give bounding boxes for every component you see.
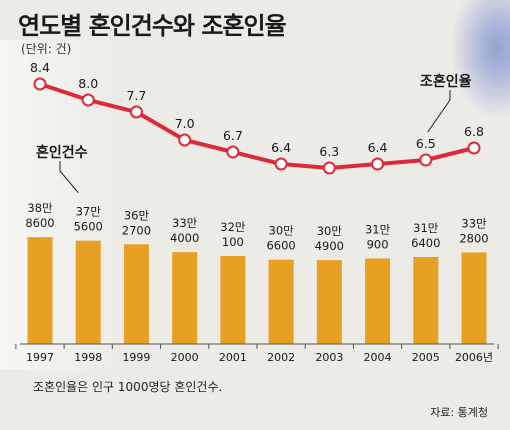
bar-label-bottom: 100 (222, 235, 244, 249)
rate-point-2006년 (467, 141, 481, 155)
bar-label-bottom: 4000 (170, 231, 199, 245)
rate-point-2002 (274, 157, 288, 171)
legend-connector (59, 170, 79, 194)
bar-label-top: 30만 (317, 224, 343, 238)
bar-label-top: 31만 (365, 223, 391, 237)
bar-2004 (365, 258, 391, 344)
x-tick-label: 1997 (26, 351, 54, 364)
rate-value-label: 6.3 (319, 144, 339, 159)
bar-label-top: 32만 (220, 220, 246, 234)
legend-layer: 혼인건수 조혼인율 (36, 73, 472, 194)
rate-value-label: 7.0 (175, 116, 195, 131)
bar-label-top: 37만 (76, 205, 102, 219)
bar-2000 (172, 252, 198, 344)
bar-label-bottom: 4900 (315, 239, 344, 253)
rate-value-label: 6.8 (464, 124, 484, 139)
rate-point-1997 (33, 77, 47, 91)
x-axis: 1997 1998 1999 2000 2001 2002 2003 2004 2005 2006… (15, 343, 499, 364)
x-tick-label: 2003 (315, 351, 343, 364)
rate-value-label: 8.4 (30, 60, 50, 75)
rate-line (39, 82, 475, 170)
footnote: 조혼인율은 인구 1000명당 혼인건수. (33, 380, 223, 394)
bar-1999 (123, 244, 149, 344)
bar-label-bottom: 900 (367, 238, 389, 252)
bar-label-bottom: 5600 (74, 220, 103, 234)
rate-value-label: 6.4 (271, 140, 291, 155)
rate-point-2001 (226, 145, 240, 159)
legend-line: 조혼인율 (420, 73, 472, 90)
source-note: 자료: 통계청 (430, 406, 488, 419)
rate-value-label: 6.4 (368, 140, 388, 155)
x-tick-label: 1999 (122, 351, 150, 364)
bar-label-top: 30만 (269, 224, 295, 238)
bar-label-bottom: 6400 (411, 236, 440, 250)
bar-label-top: 33만 (172, 216, 198, 230)
unit-label: (단위: 건) (21, 42, 72, 56)
rate-point-1999 (129, 105, 143, 119)
x-tick-label: 2002 (267, 351, 295, 364)
x-tick-label: 2001 (219, 351, 247, 364)
x-tick-label: 2000 (171, 351, 199, 364)
bar-2001 (220, 255, 246, 344)
bar-label-bottom: 2700 (122, 223, 151, 237)
x-tick-label: 2006년 (455, 351, 493, 364)
bar-labels-layer: 38만860037만560036만270033만400032만10030만660… (25, 201, 488, 253)
bars-layer (27, 237, 487, 344)
bar-label-bottom: 2800 (459, 231, 488, 245)
rate-point-2000 (178, 133, 192, 147)
rate-point-2003 (322, 161, 336, 175)
bar-1998 (75, 240, 101, 344)
bar-2006년 (461, 252, 487, 344)
bar-2005 (413, 256, 439, 344)
rate-line-layer: 8.4 8.0 7.7 7.0 6.7 6.4 6.3 6.4 6.5 6.8 (30, 60, 484, 175)
bar-2003 (316, 260, 342, 344)
bar-label-top: 33만 (461, 216, 487, 230)
x-tick-label: 2004 (364, 351, 392, 364)
bar-label-top: 36만 (124, 208, 150, 222)
rate-value-label: 8.0 (78, 76, 98, 91)
bar-label-top: 38만 (27, 201, 53, 215)
x-tick-label: 1998 (74, 351, 102, 364)
bar-1997 (27, 237, 53, 344)
bar-label-bottom: 6600 (266, 239, 295, 253)
rate-value-label: 6.5 (416, 136, 436, 151)
rate-value-label: 7.7 (126, 88, 146, 103)
legend-connector (427, 99, 451, 133)
rate-point-1998 (81, 93, 95, 107)
legend-bars: 혼인건수 (36, 144, 88, 161)
bar-label-top: 31만 (413, 221, 439, 235)
chart-title: 연도별 혼인건수와 조혼인율 (18, 12, 287, 40)
rate-point-2005 (419, 153, 433, 167)
x-tick-label: 2005 (412, 351, 440, 364)
rate-value-label: 6.7 (223, 128, 243, 143)
bar-2002 (268, 259, 294, 344)
rate-point-2004 (371, 157, 385, 171)
background-splash (450, 0, 510, 120)
bar-label-bottom: 8600 (25, 216, 54, 230)
